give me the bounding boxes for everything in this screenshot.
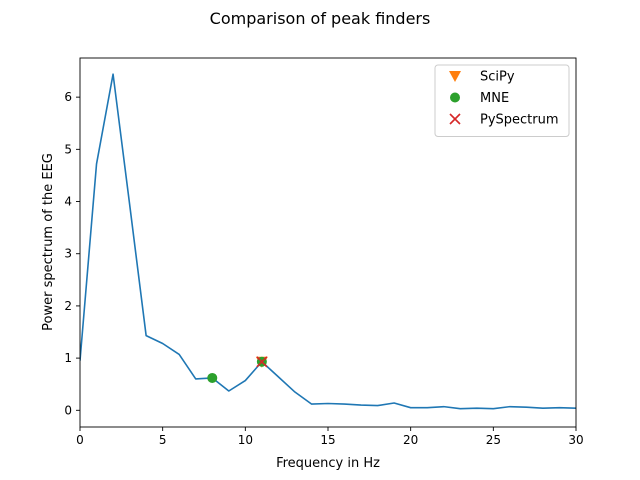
- x-tick-label: 30: [568, 433, 583, 447]
- x-axis-label: Frequency in Hz: [276, 456, 380, 471]
- axes-frame: [79, 57, 577, 428]
- y-tick-label: 0: [64, 403, 72, 417]
- legend-label: SciPy: [480, 70, 515, 85]
- plot-area: 0 5 10 15 20 25 30 0 1 2 3 4 5 6: [64, 57, 584, 447]
- y-tick-label: 2: [64, 299, 72, 313]
- y-tick-label: 1: [64, 351, 72, 365]
- y-tick-label: 6: [64, 90, 72, 104]
- legend: SciPy MNE PySpectrum: [434, 64, 570, 137]
- x-tick-label: 20: [403, 433, 418, 447]
- legend-marker-mne: [450, 92, 460, 103]
- x-tick-label: 10: [238, 433, 253, 447]
- y-tick-label: 5: [64, 142, 72, 156]
- legend-label: PySpectrum: [480, 113, 559, 128]
- series-line: [80, 73, 576, 410]
- x-tick-label: 0: [76, 433, 84, 447]
- x-tick-label: 25: [486, 433, 501, 447]
- chart-title: Comparison of peak finders: [210, 9, 431, 28]
- x-tick-label: 5: [159, 433, 167, 447]
- y-tick-label: 4: [64, 195, 72, 209]
- y-axis-label: Power spectrum of the EEG: [41, 153, 56, 331]
- legend-label: MNE: [480, 91, 509, 106]
- peak-marker-pyspectrum: [256, 356, 268, 368]
- x-tick-label: 15: [320, 433, 335, 447]
- legend-box: [434, 64, 570, 137]
- legend-marker-pyspectrum: [449, 113, 461, 125]
- y-tick-label: 3: [64, 247, 72, 261]
- peak-marker-mne: [207, 372, 218, 383]
- legend-marker-scipy: [449, 71, 461, 82]
